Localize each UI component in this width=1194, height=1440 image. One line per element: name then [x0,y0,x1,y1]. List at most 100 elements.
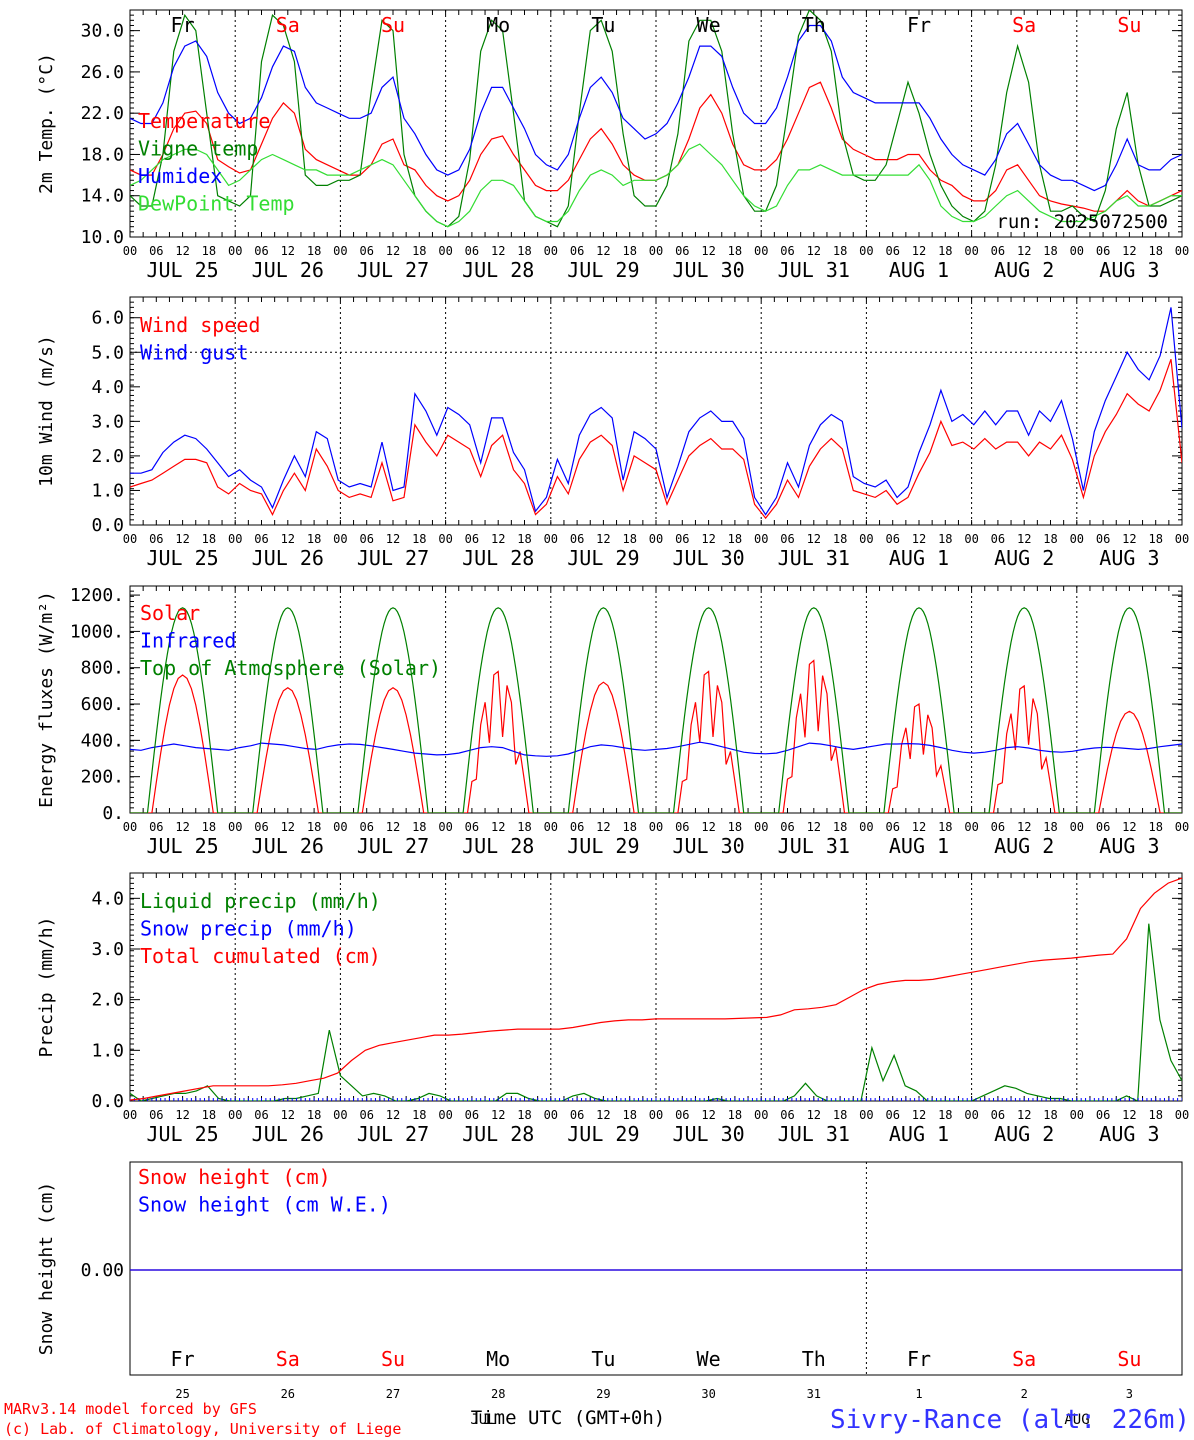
hour-label: 00 [228,532,242,546]
panel-5: 0.00 Snow height (cm) Snow height (cm) Snow… [36,1161,1183,1401]
day-number: 1 [915,1387,922,1401]
date-label: JUL 29 [567,546,639,570]
hour-label: 06 [570,820,584,834]
date-label: AUG 3 [1099,834,1159,858]
series-solar [130,659,1182,813]
hour-label: 06 [991,244,1005,258]
y-tick-label: 1.0 [91,480,124,501]
legend-series-wind-gust: Wind gust [140,341,248,365]
hour-label: 18 [1148,532,1162,546]
hour-label: 12 [807,532,821,546]
hour-label: 06 [780,532,794,546]
hour-label: 18 [307,820,321,834]
hour-label: 00 [333,1108,347,1122]
date-label: JUL 25 [146,834,218,858]
hour-label: 00 [1175,532,1189,546]
hour-label: 00 [544,1108,558,1122]
y-tick-label: 800. [81,658,124,679]
hour-label: 06 [1096,532,1110,546]
day-number: 27 [386,1387,400,1401]
y-tick-label: 0.0 [91,515,124,536]
y-tick-label: 4.0 [91,888,124,909]
hour-label: 00 [438,1108,452,1122]
hour-label: 00 [228,820,242,834]
hour-label: 06 [570,1108,584,1122]
hour-label: 00 [754,820,768,834]
hour-label: 00 [1175,244,1189,258]
hour-label: 06 [465,820,479,834]
weekday-label: We [697,13,721,37]
hour-label: 00 [964,244,978,258]
y-axis-label: Precip (mm/h) [36,917,57,1058]
hour-label: 12 [596,820,610,834]
hour-label: 12 [386,1108,400,1122]
series-wind-gust [130,307,1182,516]
hour-label: 18 [728,244,742,258]
legend-series-snow-height-cm: Snow height (cm) [138,1165,331,1189]
hour-label: 12 [281,532,295,546]
hour-label: 06 [465,532,479,546]
y-tick-label: 1200. [70,585,124,606]
weekday-label: Fr [907,13,931,37]
hour-label: 00 [438,532,452,546]
hour-label: 00 [1070,532,1084,546]
date-label: AUG 2 [994,258,1054,282]
y-tick-label: 26.0 [81,62,124,83]
hour-label: 06 [149,244,163,258]
hour-label: 18 [412,1108,426,1122]
hour-label: 06 [359,244,373,258]
hour-label: 12 [175,532,189,546]
date-label: JUL 26 [252,258,324,282]
y-tick-label: 400. [81,730,124,751]
hour-label: 00 [1175,820,1189,834]
date-label: AUG 2 [994,1122,1054,1146]
legend-series-total-cumulated-cm: Total cumulated (cm) [140,944,381,968]
hour-label: 18 [412,532,426,546]
date-label: JUL 26 [252,546,324,570]
hour-label: 00 [123,820,137,834]
hour-label: 18 [517,820,531,834]
hour-label: 00 [964,532,978,546]
date-label: JUL 25 [146,258,218,282]
hour-label: 12 [491,1108,505,1122]
hour-label: 00 [754,532,768,546]
hour-label: 00 [544,532,558,546]
date-label: JUL 27 [357,546,429,570]
hour-label: 00 [649,532,663,546]
date-label: JUL 28 [462,1122,534,1146]
day-number: 28 [491,1387,505,1401]
series-total-cumulated-cm [130,877,1182,1101]
hour-label: 12 [1017,820,1031,834]
hour-label: 12 [281,1108,295,1122]
hour-label: 00 [333,820,347,834]
hour-label: 00 [333,244,347,258]
hour-label: 12 [807,1108,821,1122]
y-tick-label: 2.0 [91,990,124,1011]
y-tick-label: 0. [102,803,124,824]
hour-label: 18 [1043,244,1057,258]
date-label: JUL 28 [462,546,534,570]
y-tick-label: 1.0 [91,1040,124,1061]
date-label: JUL 26 [252,834,324,858]
y-tick-label: 200. [81,767,124,788]
hour-label: 06 [570,532,584,546]
hour-label: 12 [701,244,715,258]
y-tick-label: 1000. [70,621,124,642]
hour-label: 00 [859,1108,873,1122]
hour-label: 18 [307,1108,321,1122]
hour-label: 00 [649,820,663,834]
date-label: AUG 2 [994,834,1054,858]
hour-label: 18 [202,244,216,258]
hour-label: 18 [202,1108,216,1122]
series-group [130,877,1182,1101]
hour-label: 12 [1122,244,1136,258]
series-liquid-precip-mm-h [130,923,1182,1101]
weekday-label: Tu [591,1347,615,1371]
series-vigne-temp [130,10,1182,228]
hour-label: 12 [175,1108,189,1122]
date-label: JUL 31 [778,1122,850,1146]
hour-label: 00 [1070,244,1084,258]
hour-label: 12 [386,244,400,258]
hour-label: 12 [1017,244,1031,258]
y-axis-label: Energy fluxes (W/m²) [36,591,57,808]
